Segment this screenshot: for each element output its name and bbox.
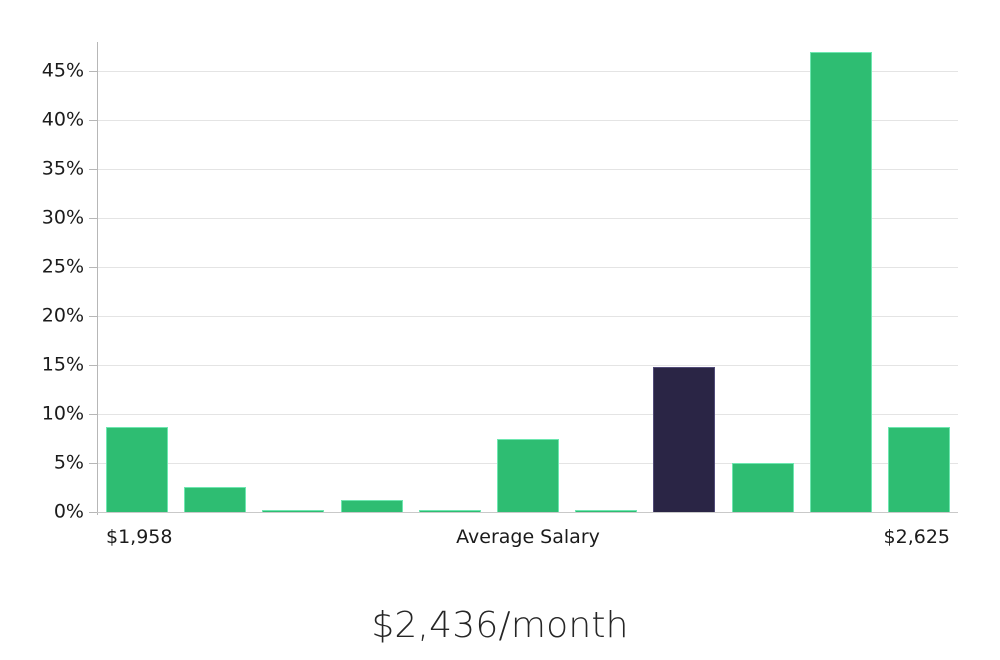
bar-5[interactable] [418, 510, 481, 512]
y-axis-tick-label-15%: 15% [41, 353, 84, 376]
x-axis-label-max: $2,625 [883, 526, 950, 548]
gridline-25% [98, 267, 958, 269]
bar-7[interactable] [575, 510, 638, 512]
y-axis-spine [97, 42, 98, 515]
bar-10[interactable] [809, 51, 872, 512]
y-axis-tick-20% [89, 316, 97, 318]
y-axis-tick-label-35%: 35% [41, 157, 84, 180]
bar-9[interactable] [731, 463, 794, 512]
gridline-10% [98, 414, 958, 416]
y-axis-tick-5% [89, 463, 97, 465]
y-axis-tick-label-5%: 5% [53, 451, 84, 474]
y-axis-tick-10% [89, 414, 97, 416]
y-axis-labels: 0% 5% 10% 15% 20% 25% 30% 35% 40% 45% [0, 0, 84, 660]
gridline-15% [98, 365, 958, 367]
gridline-20% [98, 316, 958, 318]
y-axis-tick-25% [89, 267, 97, 269]
y-axis-tick-label-40%: 40% [41, 108, 84, 131]
bar-3[interactable] [262, 510, 325, 512]
gridline-40% [98, 120, 958, 122]
bars-layer [98, 42, 958, 512]
y-axis-tick-40% [89, 120, 97, 122]
y-axis-tick-label-45%: 45% [41, 59, 84, 82]
y-axis-tick-45% [89, 71, 97, 73]
gridline-30% [98, 218, 958, 220]
y-axis-tick-label-30%: 30% [41, 206, 84, 229]
y-axis-tick-label-20%: 20% [41, 304, 84, 327]
bar-11[interactable] [887, 426, 950, 512]
bar-4[interactable] [340, 500, 403, 512]
gridline-45% [98, 71, 958, 73]
bar-6[interactable] [497, 438, 559, 512]
bar-8[interactable] [653, 367, 716, 512]
y-axis-tick-label-0%: 0% [53, 500, 84, 523]
y-axis-tick-label-25%: 25% [41, 255, 84, 278]
x-axis-label-min: $1,958 [106, 526, 173, 548]
bar-2[interactable] [184, 486, 247, 512]
y-axis-tick-30% [89, 218, 97, 220]
x-axis-label-title: Average Salary [456, 526, 600, 548]
x-axis-labels: $1,958 Average Salary $2,625 [98, 526, 958, 558]
y-axis-tick-15% [89, 365, 97, 367]
bar-1[interactable] [106, 426, 169, 512]
y-axis-tick-0% [89, 512, 97, 513]
y-axis-tick-35% [89, 169, 97, 171]
gridline-35% [98, 169, 958, 171]
y-axis-tick-label-10%: 10% [41, 402, 84, 425]
gridline-0% [96, 512, 958, 513]
chart-caption: $2,436/month [371, 605, 629, 646]
